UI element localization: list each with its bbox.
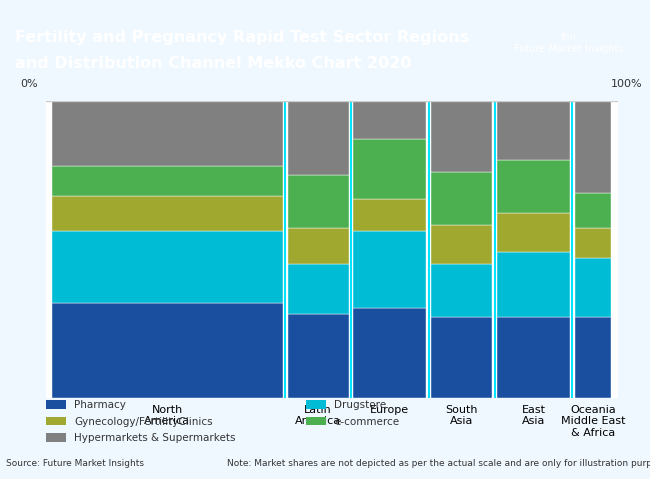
Bar: [575, 101, 612, 193]
Text: 100%: 100%: [610, 79, 642, 89]
Text: Fertility and Pregnancy Rapid Test Sector Regions: Fertility and Pregnancy Rapid Test Secto…: [14, 30, 469, 45]
Bar: [354, 139, 426, 199]
Text: Gynecology/FertilityClinics: Gynecology/FertilityClinics: [74, 417, 213, 426]
Bar: [432, 172, 492, 225]
Bar: [497, 160, 570, 214]
Bar: [497, 318, 570, 398]
Bar: [51, 303, 283, 398]
Bar: [306, 417, 326, 425]
Bar: [288, 264, 348, 314]
Bar: [575, 318, 612, 398]
Bar: [46, 433, 66, 442]
Text: fmi
Future Market Insights: fmi Future Market Insights: [514, 32, 623, 54]
Bar: [51, 101, 283, 166]
Text: and Distribution Channel Mekko Chart 2020: and Distribution Channel Mekko Chart 202…: [14, 56, 411, 71]
Bar: [497, 252, 570, 318]
Text: e-commerce: e-commerce: [334, 417, 399, 426]
Text: 0%: 0%: [21, 79, 38, 89]
Bar: [46, 400, 66, 409]
Bar: [288, 228, 348, 264]
Bar: [497, 214, 570, 252]
Bar: [51, 195, 283, 231]
Bar: [432, 264, 492, 318]
Bar: [354, 308, 426, 398]
Bar: [354, 199, 426, 231]
Bar: [354, 231, 426, 308]
Bar: [354, 101, 426, 139]
Bar: [575, 228, 612, 258]
Bar: [288, 175, 348, 228]
Text: Pharmacy: Pharmacy: [74, 400, 126, 410]
Bar: [288, 101, 348, 175]
Bar: [46, 417, 66, 425]
Bar: [497, 101, 570, 160]
Bar: [432, 225, 492, 264]
Bar: [432, 101, 492, 172]
Bar: [306, 400, 326, 409]
Bar: [432, 318, 492, 398]
Text: Note: Market shares are not depicted as per the actual scale and are only for il: Note: Market shares are not depicted as …: [227, 459, 650, 468]
Text: Source: Future Market Insights: Source: Future Market Insights: [6, 459, 144, 468]
Bar: [51, 231, 283, 303]
Text: Drugstore: Drugstore: [334, 400, 386, 410]
Bar: [575, 258, 612, 318]
Text: Hypermarkets & Supermarkets: Hypermarkets & Supermarkets: [74, 433, 235, 443]
Bar: [288, 314, 348, 398]
Bar: [51, 166, 283, 195]
Bar: [575, 193, 612, 228]
